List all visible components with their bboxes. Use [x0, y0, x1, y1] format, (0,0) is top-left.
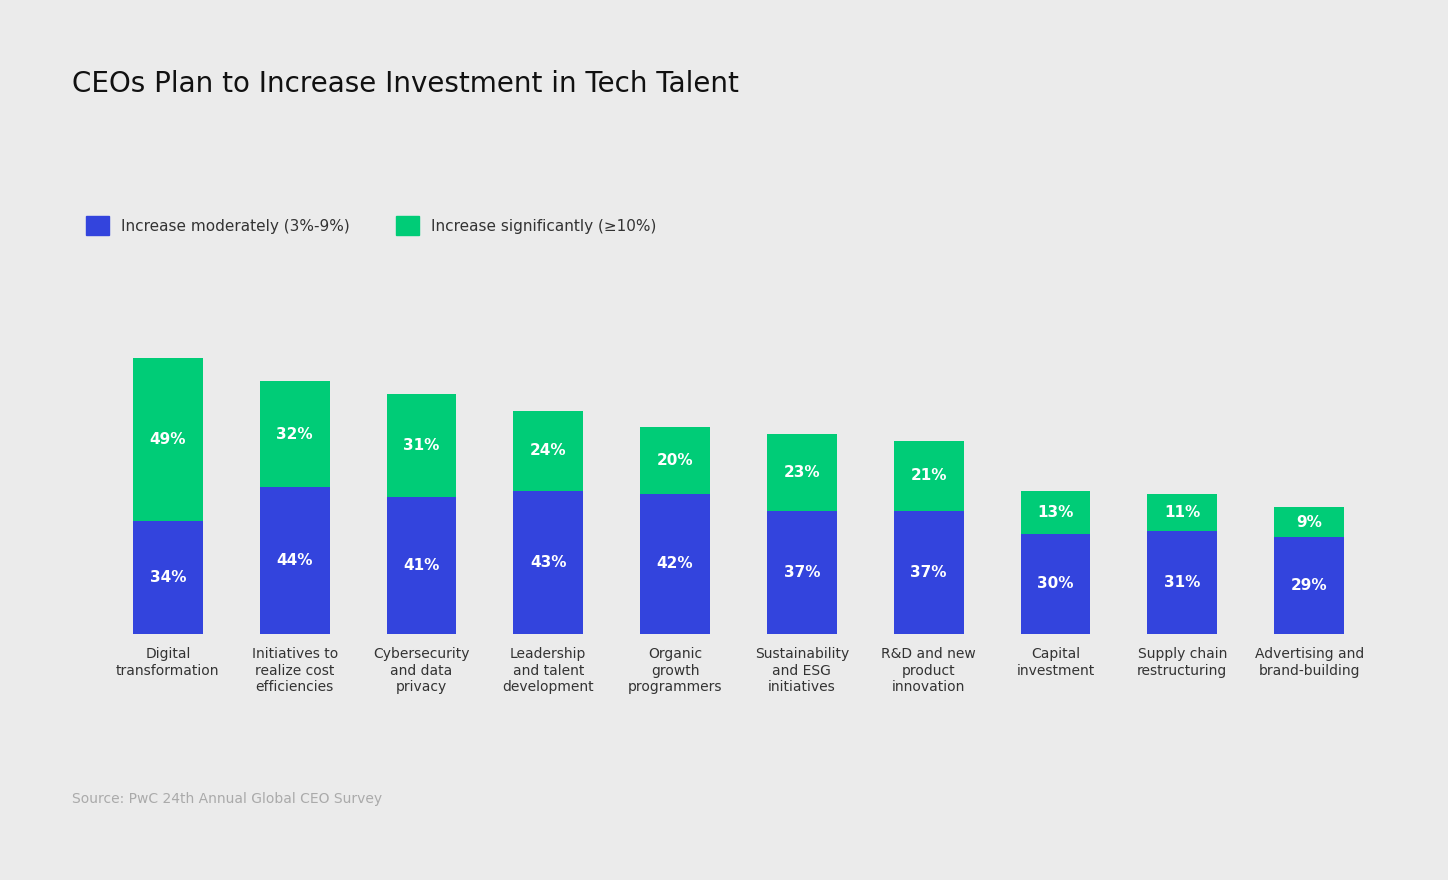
Bar [133, 521, 203, 634]
Text: 23%: 23% [783, 465, 820, 480]
Bar [640, 494, 710, 634]
Bar [640, 428, 710, 494]
Text: 11%: 11% [1164, 505, 1200, 520]
Bar [387, 497, 456, 634]
Text: 37%: 37% [783, 565, 820, 580]
Text: 20%: 20% [657, 453, 694, 468]
Bar [1021, 491, 1090, 534]
Bar [1274, 537, 1344, 634]
Bar [259, 488, 330, 634]
Bar [1021, 534, 1090, 634]
Bar [514, 491, 584, 634]
Text: 31%: 31% [403, 438, 440, 453]
Text: 44%: 44% [277, 553, 313, 568]
Bar [1147, 494, 1218, 531]
Text: 37%: 37% [911, 565, 947, 580]
Legend: Increase moderately (3%-9%), Increase significantly (≥10%): Increase moderately (3%-9%), Increase si… [80, 210, 663, 241]
Text: 32%: 32% [277, 427, 313, 442]
Bar [1147, 531, 1218, 634]
Bar [259, 381, 330, 488]
Text: 42%: 42% [657, 556, 694, 571]
Text: CEOs Plan to Increase Investment in Tech Talent: CEOs Plan to Increase Investment in Tech… [72, 70, 740, 99]
Text: Source: PwC 24th Annual Global CEO Survey: Source: PwC 24th Annual Global CEO Surve… [72, 792, 382, 806]
Bar [387, 394, 456, 497]
Text: 21%: 21% [911, 468, 947, 483]
Bar [1274, 507, 1344, 537]
Text: 24%: 24% [530, 444, 566, 458]
Bar [767, 434, 837, 510]
Bar [514, 411, 584, 491]
Text: 29%: 29% [1290, 578, 1328, 593]
Text: 34%: 34% [149, 569, 187, 584]
Text: 9%: 9% [1296, 515, 1322, 530]
Text: 43%: 43% [530, 554, 566, 569]
Bar [767, 510, 837, 634]
Text: 31%: 31% [1164, 575, 1200, 590]
Text: 49%: 49% [149, 431, 187, 447]
Bar [133, 357, 203, 521]
Text: 30%: 30% [1037, 576, 1074, 591]
Text: 13%: 13% [1037, 505, 1074, 520]
Bar [893, 441, 963, 510]
Text: 41%: 41% [403, 558, 440, 573]
Bar [893, 510, 963, 634]
